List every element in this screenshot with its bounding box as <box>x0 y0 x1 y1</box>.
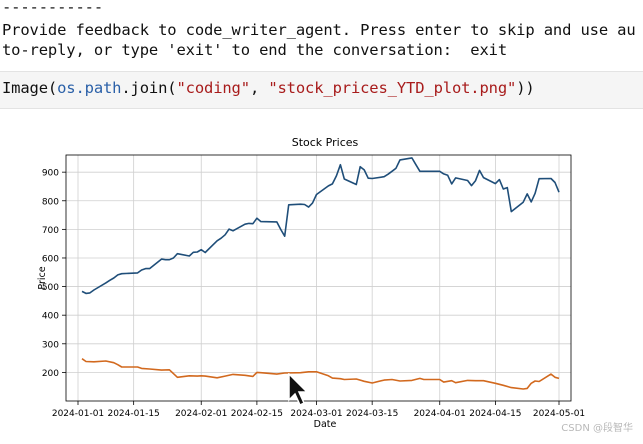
code-method: .join( <box>121 79 177 97</box>
price-series-line-2 <box>81 358 560 390</box>
plot-output: Stock Prices 2024-01-01 2024-01-15 2024-02… <box>0 125 643 440</box>
x-tick-label: 2024-01-01 <box>52 409 104 419</box>
y-tick-label: 300 <box>42 340 59 350</box>
y-tick-label: 500 <box>42 283 59 293</box>
x-tick-label: 2024-01-15 <box>107 409 159 419</box>
code-line[interactable]: Image(os.path.join("coding", "stock_pric… <box>2 79 535 97</box>
x-tick-label: 2024-05-01 <box>533 409 585 419</box>
code-arg-folder: "coding" <box>176 79 250 97</box>
x-tick-label: 2024-03-15 <box>346 409 398 419</box>
code-cell[interactable]: Image(os.path.join("coding", "stock_pric… <box>0 71 643 109</box>
y-tick-label: 200 <box>42 369 59 379</box>
x-tick-label: 2024-02-15 <box>231 409 283 419</box>
mouse-pointer-icon <box>288 373 309 407</box>
watermark: CSDN @段智华 <box>561 423 633 434</box>
feedback-prompt-line-2: to-reply, or type 'exit' to end the conv… <box>2 41 507 59</box>
plot-frame <box>65 154 572 402</box>
y-tick-label: 800 <box>42 197 59 207</box>
y-tick-label: 600 <box>42 254 59 264</box>
feedback-prompt-line-1: Provide feedback to code_writer_agent. P… <box>2 21 636 39</box>
x-tick-label: 2024-04-15 <box>469 409 521 419</box>
code-arg-filename: "stock_prices_YTD_plot.png" <box>268 79 517 97</box>
x-axis-label: Date <box>314 419 337 430</box>
chart-grid <box>66 155 571 401</box>
y-tick-label: 700 <box>42 226 59 236</box>
y-axis-label: Price <box>37 266 48 289</box>
code-call: Image( <box>2 79 58 97</box>
stock-prices-chart: Stock Prices 2024-01-01 2024-01-15 2024-02… <box>37 136 585 430</box>
y-tick-label: 400 <box>42 312 59 322</box>
y-tick-label: 900 <box>42 169 59 179</box>
chart-ticks: 2024-01-01 2024-01-15 2024-02-01 2024-02-15… <box>42 169 585 419</box>
chart-title: Stock Prices <box>292 136 359 149</box>
x-tick-label: 2024-04-01 <box>414 409 466 419</box>
x-tick-label: 2024-03-01 <box>290 409 342 419</box>
output-separator: ----------- <box>2 0 103 16</box>
price-series-line-1 <box>81 157 560 295</box>
code-module: os.path <box>57 79 122 97</box>
code-close: )) <box>516 79 535 97</box>
code-separator: , <box>249 79 269 97</box>
chart-lines <box>81 157 560 390</box>
x-tick-label: 2024-02-01 <box>175 409 227 419</box>
